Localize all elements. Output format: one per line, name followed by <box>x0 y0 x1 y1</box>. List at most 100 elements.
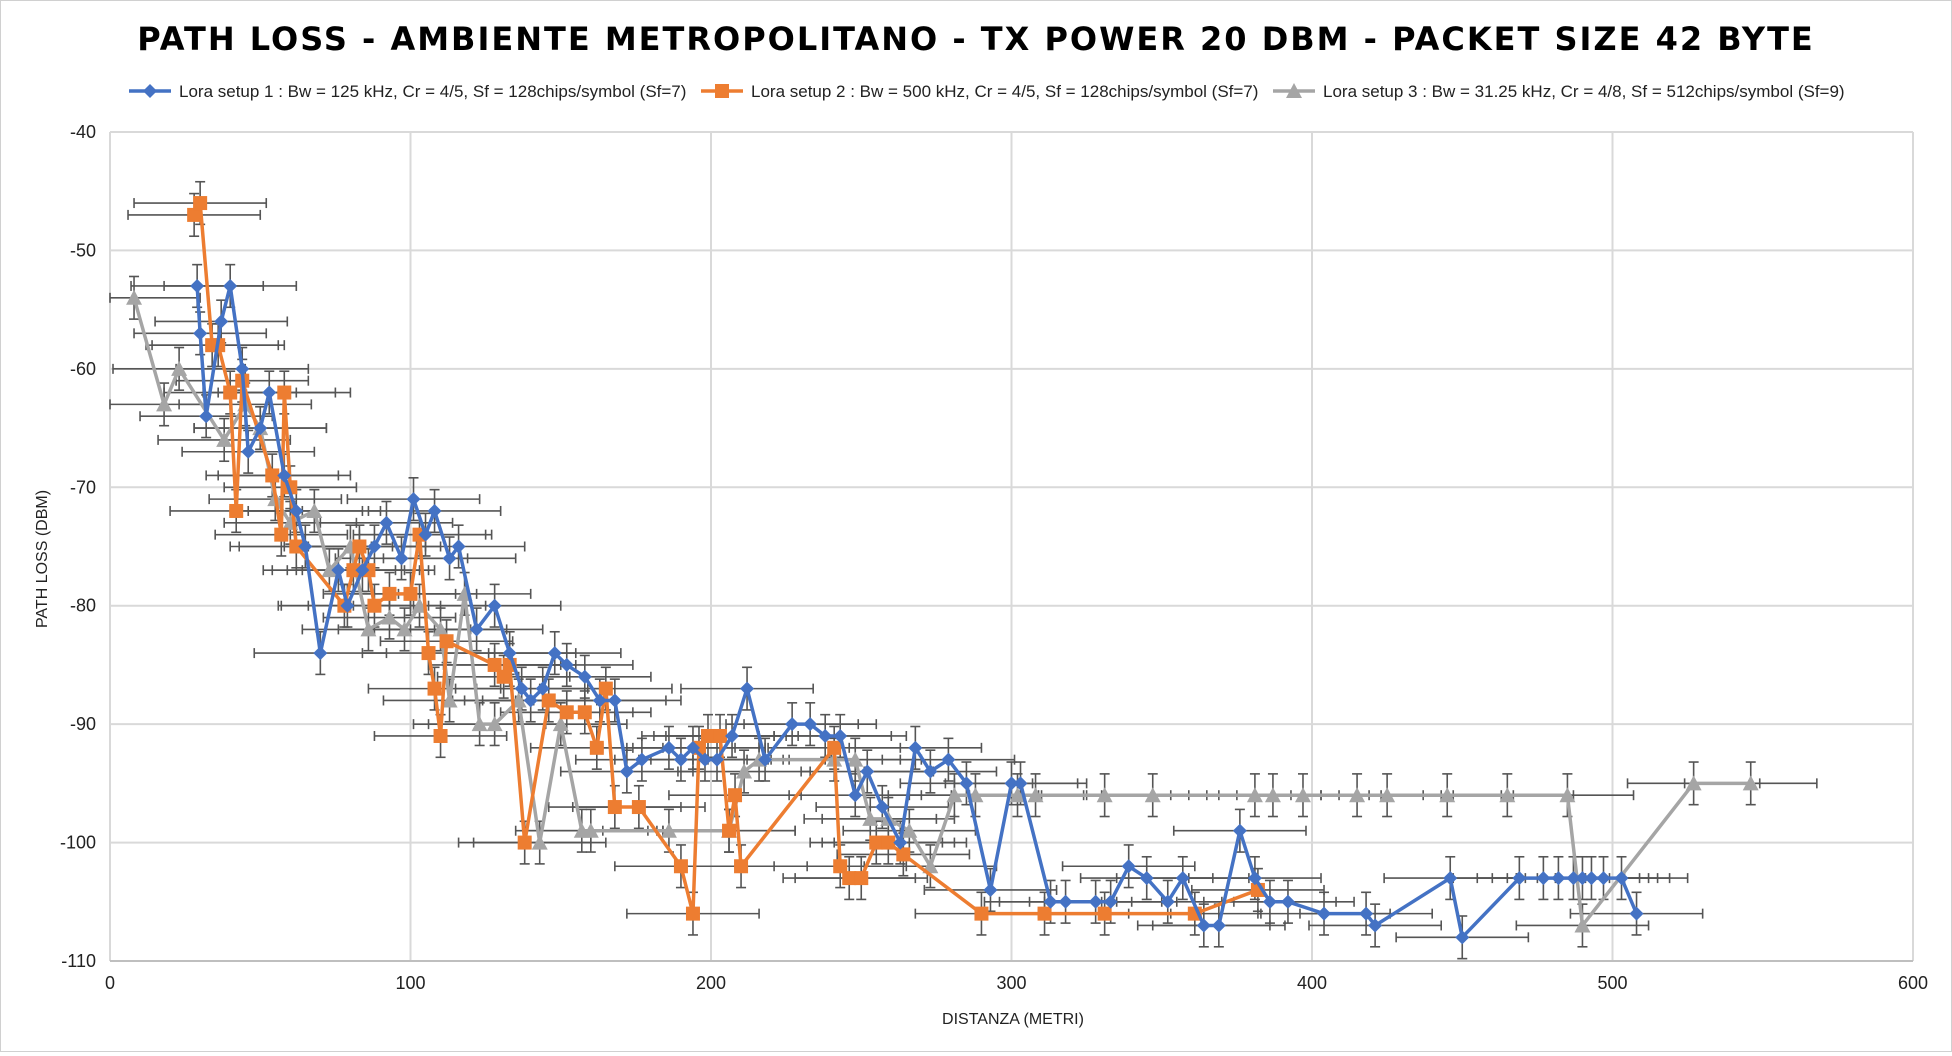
data-point <box>396 621 413 637</box>
data-point <box>427 681 442 696</box>
data-point <box>700 728 715 743</box>
data-point <box>235 361 250 376</box>
data-point <box>346 563 361 578</box>
data-point <box>908 740 923 755</box>
data-point <box>441 692 458 708</box>
data-point <box>860 764 875 779</box>
data-point <box>1280 894 1295 909</box>
data-point <box>1536 871 1551 886</box>
data-point <box>854 871 869 886</box>
data-point <box>306 502 323 518</box>
data-point <box>471 716 488 732</box>
legend-item-3: Lora setup 3 : Bw = 31.25 kHz, Cr = 4/8,… <box>1273 82 1845 101</box>
y-tick-label: -90 <box>70 714 96 734</box>
data-point <box>685 906 700 921</box>
data-point <box>382 586 397 601</box>
data-point <box>403 586 418 601</box>
data-point <box>469 622 484 637</box>
data-point <box>862 810 879 826</box>
data-point <box>514 681 529 696</box>
data-point <box>592 693 607 708</box>
data-point <box>559 705 574 720</box>
legend-label: Lora setup 2 : Bw = 500 kHz, Cr = 4/5, S… <box>751 82 1258 101</box>
data-point <box>1139 871 1154 886</box>
data-point <box>758 752 773 767</box>
data-point <box>833 859 848 874</box>
data-point <box>274 527 289 542</box>
data-point <box>517 835 532 850</box>
legend-item-1: Lora setup 1 : Bw = 125 kHz, Cr = 4/5, S… <box>129 82 686 101</box>
data-point <box>673 859 688 874</box>
data-point <box>1058 894 1073 909</box>
data-point <box>785 717 800 732</box>
x-tick-label: 400 <box>1297 973 1327 993</box>
data-point <box>582 822 599 838</box>
data-point <box>427 503 442 518</box>
data-point <box>1088 894 1103 909</box>
data-point <box>277 468 292 483</box>
y-tick-label: -40 <box>70 122 96 142</box>
data-point <box>126 289 143 305</box>
data-point <box>352 539 367 554</box>
data-point <box>216 431 233 447</box>
data-point <box>241 444 256 459</box>
data-point <box>1629 906 1644 921</box>
data-point <box>1499 787 1516 803</box>
data-point <box>896 847 911 862</box>
data-point <box>728 788 743 803</box>
data-point <box>277 385 292 400</box>
data-point <box>433 728 448 743</box>
data-point <box>298 539 313 554</box>
data-point <box>535 681 550 696</box>
data-point <box>710 752 725 767</box>
data-point <box>1121 859 1136 874</box>
data-point <box>736 763 753 779</box>
data-point <box>531 834 548 850</box>
data-point <box>901 822 918 838</box>
x-axis-title: DISTANZA (METRI) <box>942 1011 1084 1028</box>
y-tick-label: -50 <box>70 240 96 260</box>
data-point <box>661 740 676 755</box>
data-point <box>421 646 436 661</box>
data-point <box>959 776 974 791</box>
data-point <box>685 740 700 755</box>
data-point <box>1160 894 1175 909</box>
data-point <box>1144 787 1161 803</box>
x-tick-label: 300 <box>996 973 1026 993</box>
data-point <box>193 326 208 341</box>
data-point <box>842 871 857 886</box>
data-point <box>1027 787 1044 803</box>
data-point <box>1232 823 1247 838</box>
data-point <box>660 822 677 838</box>
data-point <box>631 800 646 815</box>
data-point <box>547 646 562 661</box>
data-point <box>1566 871 1581 886</box>
data-point <box>875 800 890 815</box>
series-line <box>195 284 1639 940</box>
data-point <box>1685 775 1702 791</box>
data-point <box>156 396 173 412</box>
data-point <box>818 728 833 743</box>
data-point <box>439 634 454 649</box>
data-point <box>1175 871 1190 886</box>
data-point <box>1096 787 1113 803</box>
data-point <box>1103 894 1118 909</box>
x-tick-label: 600 <box>1898 973 1928 993</box>
data-point <box>367 598 382 613</box>
data-point <box>451 539 466 554</box>
data-point <box>1196 918 1211 933</box>
data-point <box>1009 787 1026 803</box>
data-point <box>923 764 938 779</box>
data-point <box>1559 787 1576 803</box>
x-tick-label: 100 <box>395 973 425 993</box>
data-point <box>1262 894 1277 909</box>
data-point <box>827 740 842 755</box>
data-point <box>577 669 592 684</box>
data-point <box>214 314 229 329</box>
data-point <box>394 551 409 566</box>
data-point <box>190 278 205 293</box>
data-point <box>734 859 749 874</box>
data-point <box>1439 787 1456 803</box>
data-point <box>833 728 848 743</box>
